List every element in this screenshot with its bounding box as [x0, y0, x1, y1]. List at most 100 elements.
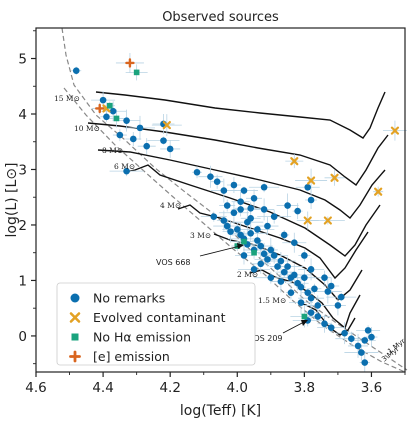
- legend-marker: [71, 333, 79, 341]
- data-point: [230, 209, 238, 217]
- data-point: [324, 288, 332, 295]
- track-label: 8 M⊙: [102, 146, 123, 155]
- data-point: [160, 137, 167, 144]
- track-label: 10 M⊙: [74, 124, 100, 133]
- x-tick-label: 4.4: [92, 380, 113, 396]
- data-point: [251, 249, 257, 256]
- data-point: [301, 252, 308, 259]
- data-point: [284, 202, 291, 209]
- track-line-2msun: [249, 269, 361, 330]
- data-point: [125, 58, 135, 68]
- data-point: [247, 205, 254, 212]
- plot-frame: [35, 27, 406, 373]
- track-line-6msun: [124, 164, 381, 257]
- data-point: [301, 274, 308, 281]
- data-point: [260, 183, 268, 191]
- data-point: [321, 320, 328, 328]
- data-point: [390, 126, 400, 135]
- data-point: [103, 113, 110, 121]
- x-tick-label: 3.8: [294, 380, 315, 396]
- data-point: [304, 289, 312, 296]
- data-point: [220, 187, 228, 194]
- track-label: 3 M⊙: [190, 231, 211, 240]
- track-label: 15 M⊙: [54, 94, 80, 103]
- data-point: [330, 173, 339, 182]
- track-line-8msun: [97, 149, 386, 219]
- data-point: [95, 103, 105, 114]
- data-point: [241, 238, 247, 245]
- data-point: [361, 359, 369, 366]
- data-point: [133, 69, 140, 76]
- data-point: [72, 67, 80, 75]
- data-point: [284, 263, 291, 270]
- data-point: [267, 246, 275, 254]
- data-point: [280, 268, 288, 276]
- data-point: [99, 96, 107, 104]
- data-point: [291, 271, 298, 279]
- data-point: [260, 206, 268, 213]
- track-label: 4 M⊙: [160, 201, 181, 210]
- data-point: [297, 299, 305, 306]
- track-line-15msun: [95, 91, 386, 139]
- data-point: [327, 282, 335, 290]
- data-point: [113, 115, 120, 122]
- data-point: [307, 196, 315, 204]
- x-tick-label: 3.6: [361, 380, 382, 396]
- data-point: [354, 342, 362, 350]
- legend-marker: [69, 350, 81, 363]
- data-point: [361, 337, 369, 344]
- data-point: [129, 135, 137, 143]
- data-point: [257, 260, 265, 268]
- data-point: [327, 324, 335, 331]
- data-point: [247, 229, 254, 237]
- data-point: [306, 176, 316, 185]
- data-point: [237, 206, 244, 213]
- data-point: [280, 231, 288, 239]
- data-point: [213, 178, 221, 185]
- data-point: [250, 195, 258, 202]
- data-point: [307, 294, 315, 302]
- data-point: [257, 242, 265, 250]
- data-point: [270, 252, 278, 259]
- data-point: [234, 243, 241, 249]
- data-point: [277, 257, 285, 265]
- data-point: [250, 266, 258, 273]
- data-point: [304, 183, 312, 191]
- data-point: [267, 274, 275, 281]
- data-point: [270, 213, 278, 220]
- data-point: [254, 226, 261, 233]
- data-point: [314, 302, 322, 309]
- y-tick-label: 0: [18, 329, 27, 345]
- data-point: [254, 237, 261, 244]
- legend-marker: [70, 293, 80, 303]
- data-point: [109, 107, 117, 115]
- data-point: [136, 124, 144, 132]
- data-point: [294, 207, 301, 215]
- track-label: 6 M⊙: [114, 162, 135, 171]
- data-point: [290, 157, 299, 166]
- annotation-arrowhead-vos209: [301, 320, 308, 326]
- x-tick-label: 4.2: [159, 380, 180, 396]
- data-point: [334, 302, 342, 309]
- data-point: [233, 226, 241, 233]
- y-tick-label: 2: [18, 218, 27, 234]
- legend-label: No remarks: [93, 291, 165, 306]
- track-line-10msun: [87, 122, 389, 186]
- data-point: [264, 256, 271, 263]
- annotation-vos209: VOS 209: [248, 334, 283, 343]
- data-point: [123, 117, 130, 124]
- y-tick-label: 5: [18, 52, 27, 68]
- data-point: [116, 131, 124, 139]
- y-axis-label: log(L) [L⊙]: [4, 163, 20, 238]
- data-point: [207, 173, 214, 180]
- data-point: [210, 213, 218, 220]
- data-point: [364, 327, 372, 334]
- data-point: [162, 120, 171, 130]
- data-point: [301, 313, 308, 320]
- track-label: 2 M⊙: [237, 270, 258, 279]
- data-point: [374, 187, 383, 196]
- data-point: [230, 181, 238, 189]
- x-axis-label: log(Teff) [K]: [180, 403, 261, 419]
- data-point: [223, 222, 231, 230]
